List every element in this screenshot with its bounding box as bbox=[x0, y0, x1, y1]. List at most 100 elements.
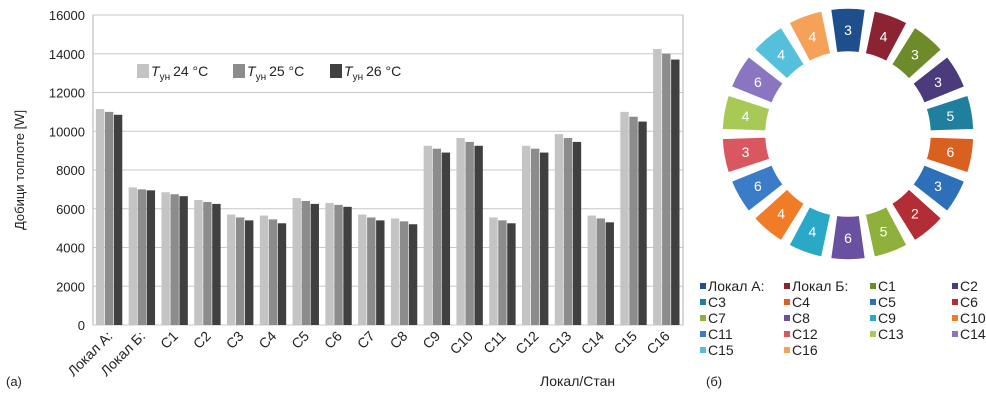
slice-value-label: 6 bbox=[754, 74, 762, 90]
x-tick-label: C1 bbox=[157, 328, 181, 352]
bar-C10-25 °C bbox=[465, 141, 474, 325]
bar-Локал А:-25 °C bbox=[104, 111, 114, 325]
bar-C1-26 °C bbox=[179, 196, 188, 325]
x-tick-label: C3 bbox=[223, 328, 247, 352]
bar-Локал А:-26 °C bbox=[113, 114, 123, 325]
donut-legend-label: Локал А: bbox=[708, 278, 765, 294]
donut-legend-item: C2 bbox=[952, 278, 978, 294]
donut-slice-C3 bbox=[925, 94, 975, 132]
donut-legend-label: C10 bbox=[960, 310, 986, 326]
bar-C8-24 °C bbox=[390, 218, 400, 325]
legend-entry: Tун 25 °C bbox=[247, 63, 304, 83]
donut-legend-item: C6 bbox=[952, 294, 978, 310]
donut-legend-label: Локал Б: bbox=[792, 278, 849, 294]
slice-value-label: 6 bbox=[844, 230, 852, 246]
bar-C6-24 °C bbox=[325, 202, 334, 325]
y-axis-label: Добици топлоте [W] bbox=[12, 110, 27, 230]
donut-legend-label: C5 bbox=[878, 294, 896, 310]
donut-legend-item: C1 bbox=[870, 278, 896, 294]
slice-value-label: 4 bbox=[742, 108, 750, 124]
bar-C3-25 °C bbox=[236, 217, 245, 325]
bar-C11-24 °C bbox=[489, 217, 498, 325]
slice-value-label: 3 bbox=[742, 144, 750, 160]
donut-legend-swatch bbox=[700, 331, 706, 338]
y-tick-label: 14000 bbox=[49, 47, 85, 62]
slice-value-label: 4 bbox=[777, 46, 785, 62]
bar-panel-label: (a) bbox=[6, 374, 22, 389]
bar-C8-25 °C bbox=[399, 221, 409, 325]
x-tick-label: C7 bbox=[354, 328, 378, 352]
donut-legend-item: C5 bbox=[870, 294, 896, 310]
bar-C1-24 °C bbox=[161, 192, 170, 325]
donut-slice-C11 bbox=[730, 163, 785, 213]
bar-Локал Б:-25 °C bbox=[137, 189, 147, 325]
bar-C4-26 °C bbox=[277, 223, 287, 325]
donut-slice-C12 bbox=[721, 136, 771, 174]
bar-C10-26 °C bbox=[474, 145, 483, 325]
bar-C12-25 °C bbox=[531, 148, 540, 325]
slice-value-label: 4 bbox=[809, 28, 817, 44]
x-tick-label: C13 bbox=[545, 328, 575, 358]
donut-legend-label: C1 bbox=[878, 278, 896, 294]
donut-legend-item: C8 bbox=[784, 310, 810, 326]
y-tick-label: 0 bbox=[78, 318, 85, 333]
bar-C4-25 °C bbox=[268, 219, 278, 325]
y-tick-label: 8000 bbox=[56, 163, 85, 178]
donut-legend-swatch bbox=[870, 299, 876, 306]
donut-legend-label: C15 bbox=[708, 342, 734, 358]
donut-legend-swatch bbox=[952, 315, 958, 322]
slice-value-label: 2 bbox=[911, 206, 919, 222]
y-tick-label: 6000 bbox=[56, 202, 85, 217]
donut-legend-label: C7 bbox=[708, 310, 726, 326]
donut-slice-C5 bbox=[911, 163, 966, 213]
slice-value-label: 3 bbox=[911, 46, 919, 62]
donut-legend-item: C4 bbox=[784, 294, 810, 310]
donut-slice-C1 bbox=[890, 26, 943, 81]
donut-legend-item: C11 bbox=[700, 326, 733, 342]
donut-legend-item: Локал Б: bbox=[784, 278, 848, 294]
bar-C9-25 °C bbox=[432, 148, 442, 325]
slice-value-label: 4 bbox=[809, 224, 817, 240]
slice-value-label: 6 bbox=[754, 178, 762, 194]
donut-legend-item: C3 bbox=[700, 294, 726, 310]
legend-entry: Tун 26 °C bbox=[344, 63, 401, 83]
y-tick-label: 10000 bbox=[49, 124, 85, 139]
bar-C8-26 °C bbox=[408, 224, 418, 325]
donut-slice-Локал А: bbox=[829, 7, 867, 54]
donut-legend-swatch bbox=[952, 299, 958, 306]
donut-slice-C13 bbox=[721, 94, 771, 132]
bar-C16-24 °C bbox=[653, 48, 662, 325]
bar-C7-26 °C bbox=[376, 220, 385, 325]
bar-C10-24 °C bbox=[456, 138, 465, 325]
donut-legend-label: C6 bbox=[960, 294, 978, 310]
bar-C14-24 °C bbox=[587, 215, 596, 325]
x-tick-label: C9 bbox=[419, 328, 443, 352]
donut-legend-item: C13 bbox=[870, 326, 904, 342]
slice-value-label: 3 bbox=[844, 22, 852, 38]
x-tick-label: C5 bbox=[288, 328, 312, 352]
donut-legend-label: C12 bbox=[792, 326, 818, 342]
donut-legend: Локал А: Локал Б: C1 C2 C3 C4 C5 C6 C7 C8 C9 C10 C11… bbox=[700, 278, 986, 370]
donut-slice-C6 bbox=[890, 187, 943, 242]
donut-legend-label: C11 bbox=[708, 326, 733, 342]
donut-slice-C9 bbox=[787, 205, 832, 259]
bar-C3-24 °C bbox=[227, 214, 236, 325]
bar-C13-24 °C bbox=[554, 134, 564, 325]
bar-C15-26 °C bbox=[638, 121, 647, 325]
donut-legend-label: C9 bbox=[878, 310, 896, 326]
x-tick-label: C6 bbox=[321, 328, 345, 352]
slice-value-label: 4 bbox=[880, 28, 888, 44]
donut-legend-swatch bbox=[784, 347, 790, 354]
bar-C12-24 °C bbox=[522, 145, 531, 325]
x-tick-label: C10 bbox=[447, 328, 477, 358]
bar-C5-26 °C bbox=[310, 203, 319, 325]
bar-C16-25 °C bbox=[662, 53, 671, 325]
x-tick-label: C8 bbox=[387, 328, 411, 352]
bar-C4-24 °C bbox=[259, 215, 269, 325]
donut-slice-C4 bbox=[925, 136, 975, 174]
donut-legend-label: C14 bbox=[960, 326, 986, 342]
donut-slice-C8 bbox=[829, 214, 867, 261]
bar-C16-26 °C bbox=[671, 59, 680, 325]
donut-slice-C16 bbox=[787, 9, 832, 63]
donut-legend-label: C16 bbox=[792, 342, 818, 358]
